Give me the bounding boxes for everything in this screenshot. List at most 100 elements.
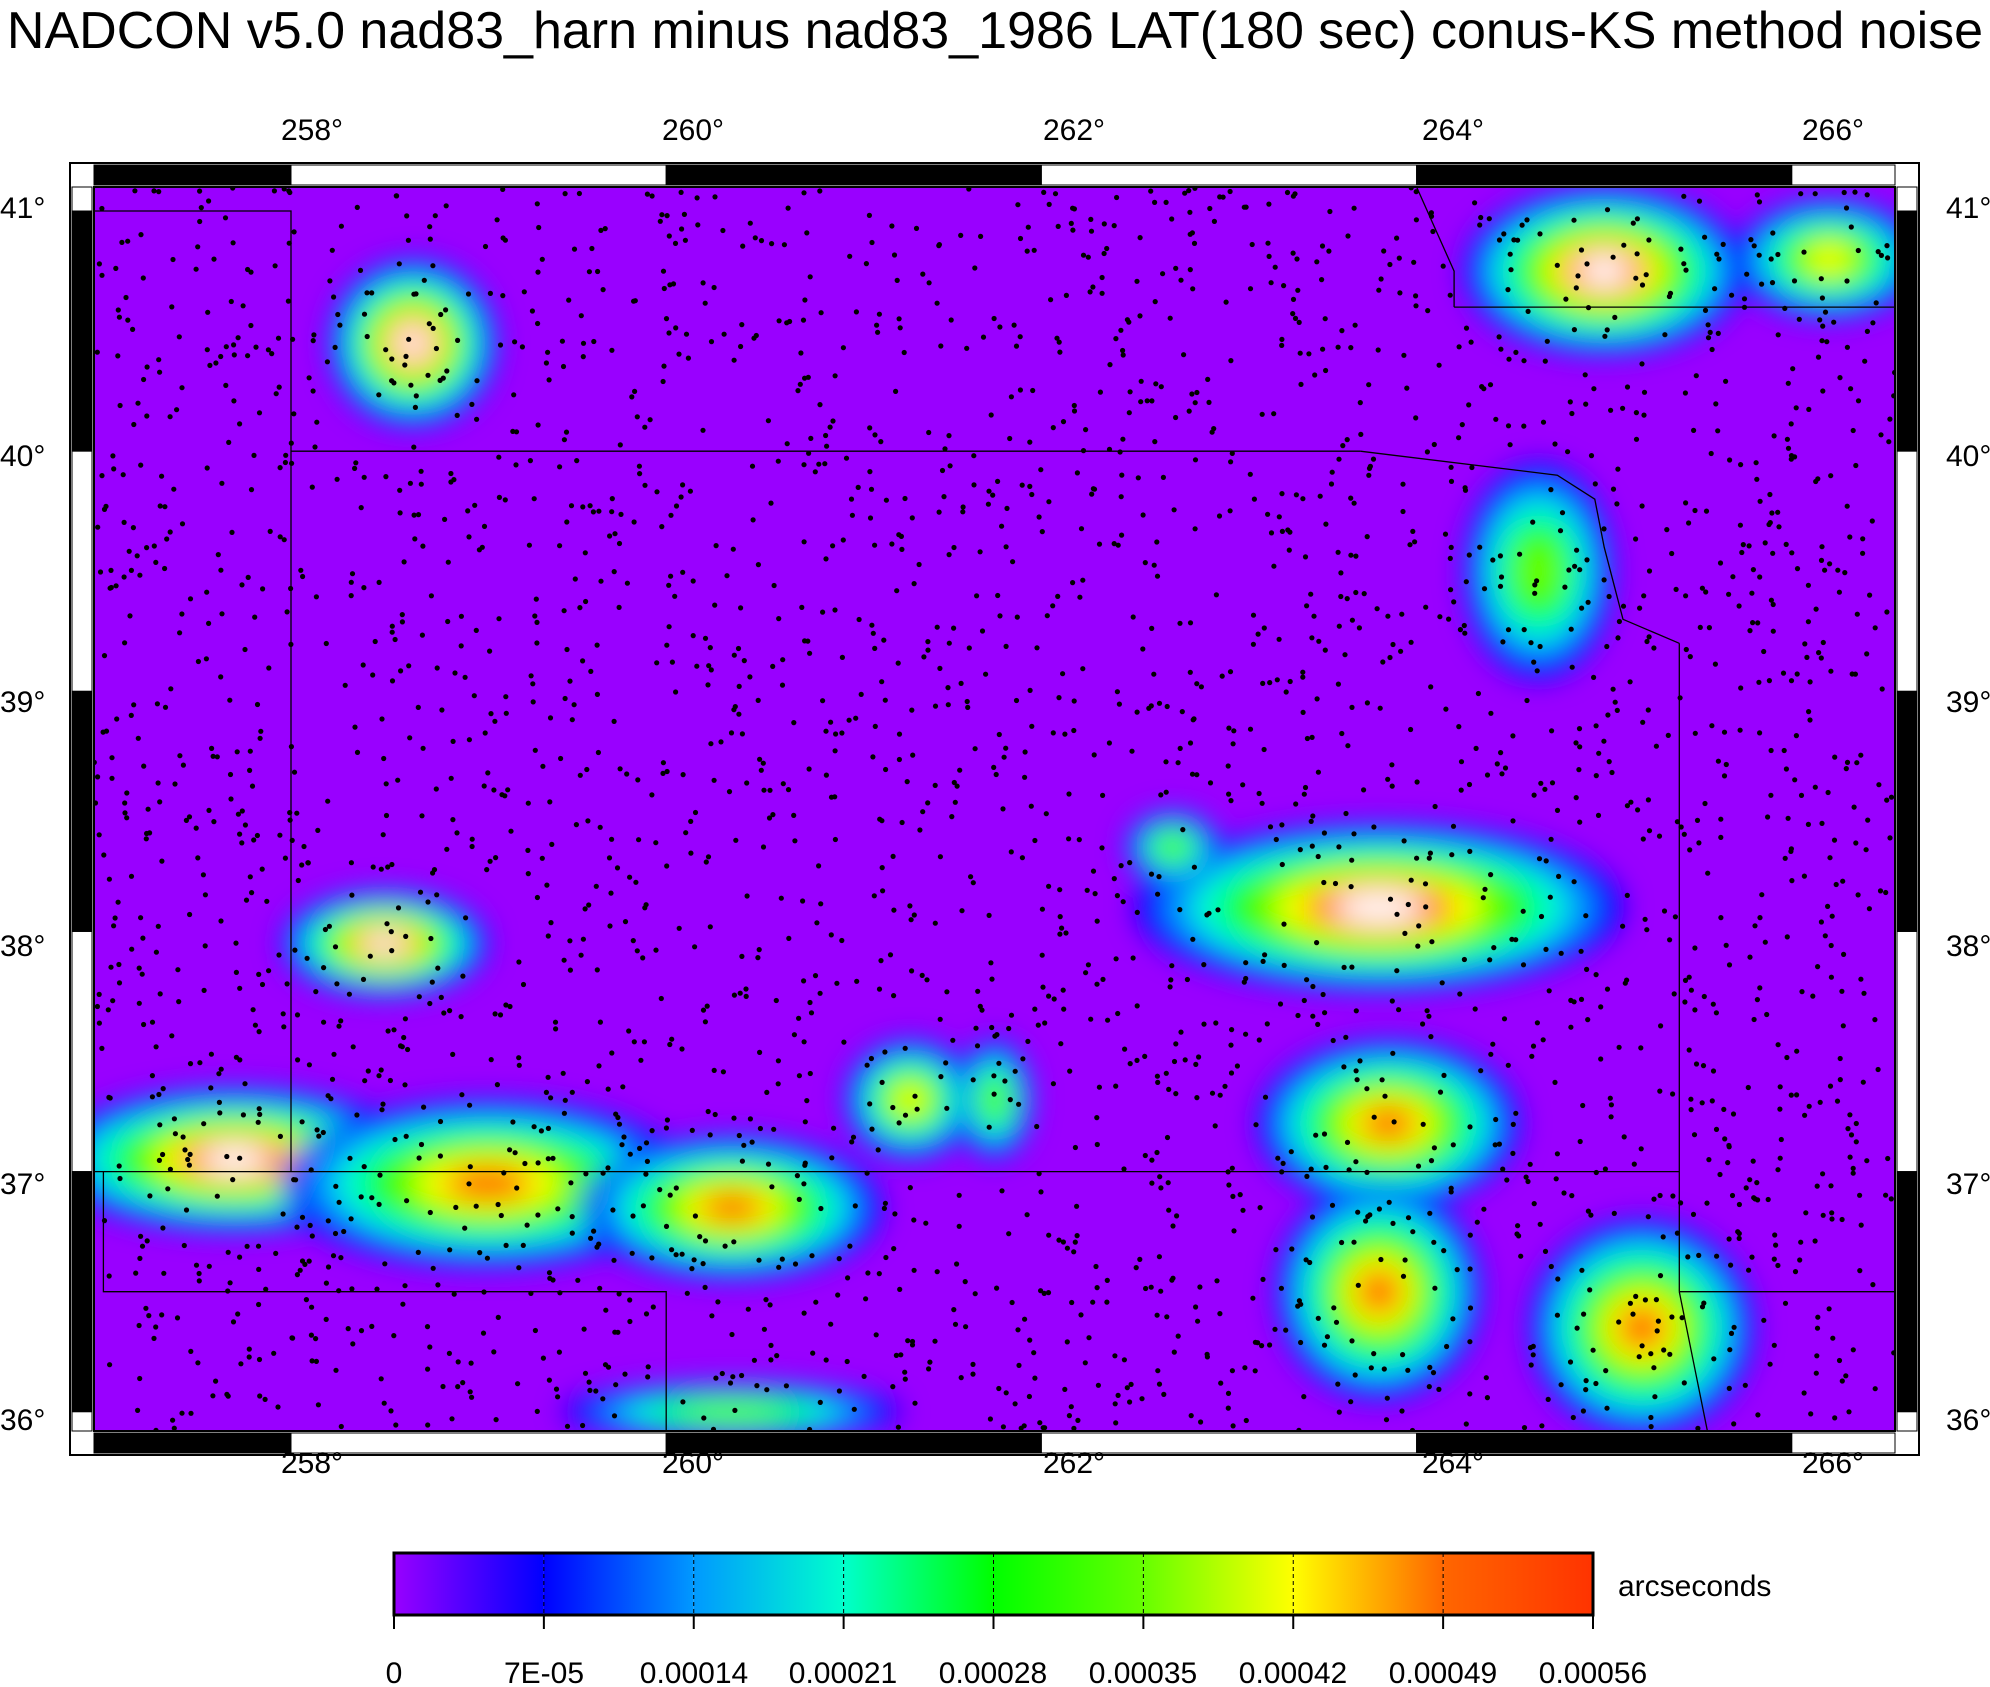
station-dot (195, 244, 201, 250)
station-dot (1606, 593, 1612, 600)
station-dot (480, 1330, 487, 1336)
station-dot (306, 1062, 312, 1068)
station-dot (1539, 1423, 1545, 1429)
station-dot (1001, 754, 1007, 760)
station-dot (1114, 689, 1120, 695)
station-dot (769, 241, 775, 247)
station-dot (503, 710, 509, 716)
station-dot (1149, 625, 1155, 632)
station-dot (1513, 1110, 1519, 1116)
station-dot (1167, 315, 1173, 321)
station-dot (1412, 539, 1418, 545)
station-dot (411, 291, 417, 297)
station-dot (1639, 282, 1646, 288)
station-dot (1090, 868, 1097, 874)
lon-tick-label: 264° (1422, 1447, 1484, 1480)
station-dot (1237, 1192, 1243, 1198)
station-dot (1853, 1120, 1859, 1127)
station-dot (289, 460, 295, 466)
station-dot (1057, 887, 1063, 893)
station-dot (1111, 223, 1117, 229)
station-dot (364, 333, 370, 340)
station-dot (1879, 686, 1885, 692)
station-dot (1329, 1202, 1336, 1208)
station-dot (1884, 243, 1890, 249)
colorbar-tick-label: 0.00035 (1089, 1657, 1197, 1687)
station-dot (1308, 1166, 1314, 1172)
station-dot (144, 830, 150, 837)
station-dot (116, 980, 123, 986)
station-dot (264, 898, 270, 904)
station-dot (149, 1073, 155, 1079)
station-dot (501, 1170, 507, 1176)
station-dot (1488, 872, 1494, 878)
station-dot (1331, 1305, 1337, 1311)
station-dot (237, 831, 243, 837)
station-dot (818, 901, 824, 907)
station-dot (664, 213, 670, 219)
station-dot (235, 335, 241, 341)
station-dot (1390, 1220, 1396, 1226)
station-dot (794, 1173, 801, 1179)
station-dot (403, 933, 409, 940)
station-dot (1850, 1170, 1856, 1176)
station-dot (1436, 362, 1442, 368)
station-dot (141, 376, 147, 383)
station-dot (474, 378, 480, 384)
station-dot (1614, 501, 1620, 507)
colorbar-tick-label: 0.00042 (1239, 1657, 1347, 1687)
station-dot (584, 1079, 591, 1085)
station-dot (993, 771, 999, 778)
station-dot (401, 559, 407, 565)
station-dot (901, 349, 907, 356)
station-dot (485, 770, 491, 776)
station-dot (496, 616, 502, 622)
station-dot (500, 293, 506, 299)
station-dot (938, 1074, 944, 1080)
station-dot (1155, 1079, 1161, 1085)
station-dot (1319, 243, 1326, 249)
station-dot (167, 414, 173, 420)
station-dot (494, 217, 500, 223)
station-dot (391, 1027, 397, 1033)
station-dot (620, 1084, 626, 1090)
station-dot (1310, 813, 1316, 819)
station-dot (683, 830, 689, 836)
station-dot (1324, 1334, 1330, 1340)
station-dot (1726, 962, 1733, 968)
station-dot (376, 1201, 382, 1207)
station-dot (958, 680, 964, 687)
station-dot (597, 1019, 604, 1025)
station-dot (1008, 1012, 1015, 1018)
station-dot (186, 1162, 192, 1168)
station-dot (1537, 231, 1543, 237)
station-dot (1247, 726, 1254, 732)
lat-tick-label: 39° (1946, 686, 1990, 719)
station-dot (1038, 1189, 1044, 1195)
station-dot (1877, 888, 1884, 894)
station-dot (1520, 962, 1527, 968)
station-dot (1742, 1382, 1748, 1388)
station-dot (1310, 983, 1316, 990)
station-dot (649, 1255, 655, 1261)
station-dot (883, 766, 889, 773)
station-dot (1869, 518, 1875, 524)
station-dot (1701, 993, 1707, 1000)
station-dot (263, 1286, 269, 1292)
station-dot (250, 1007, 256, 1013)
station-dot (415, 511, 422, 518)
station-dot (314, 1127, 320, 1133)
station-dot (169, 304, 175, 310)
station-dot (936, 509, 942, 515)
station-dot (309, 484, 315, 490)
station-dot (1364, 534, 1370, 540)
station-dot (214, 754, 220, 760)
station-dot (970, 1371, 976, 1377)
station-dot (836, 1256, 842, 1262)
station-dot (1608, 407, 1614, 413)
station-dot (1140, 512, 1146, 518)
station-dot (823, 556, 829, 562)
station-dot (1223, 299, 1229, 305)
station-dot (1469, 464, 1475, 471)
